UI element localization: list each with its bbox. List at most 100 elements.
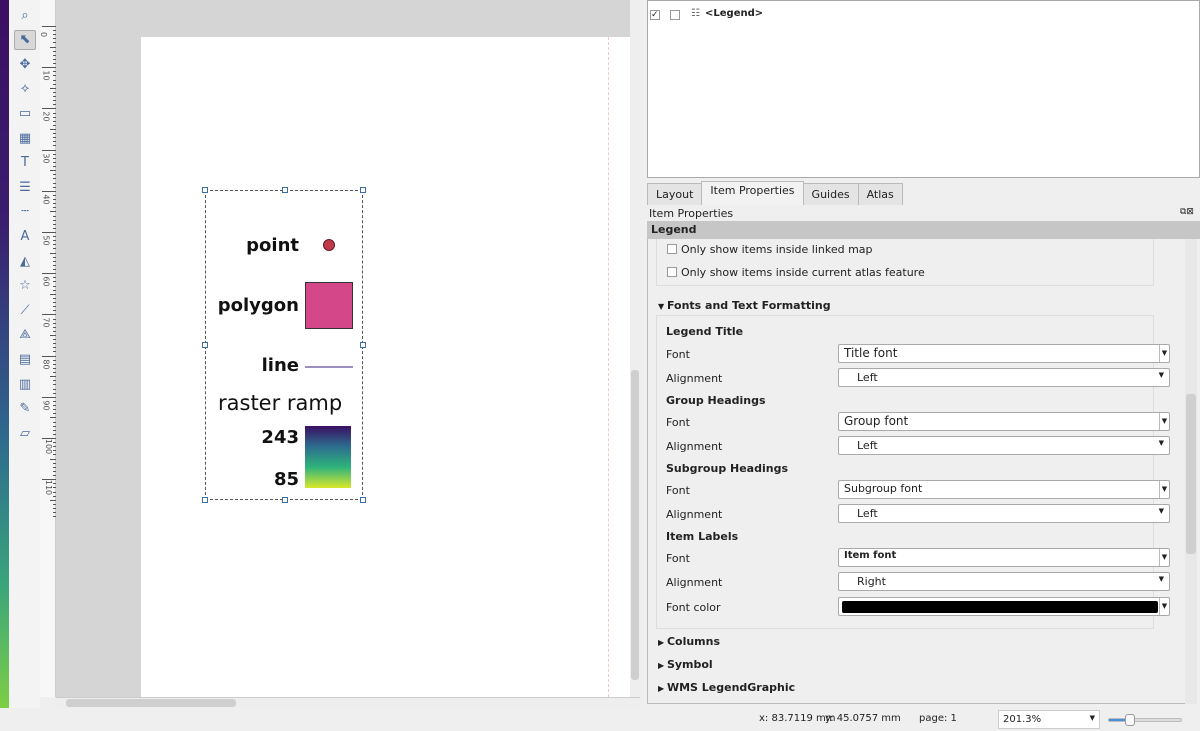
add-fixed-table-icon[interactable]: ✎: [19, 401, 31, 417]
float-close-icon[interactable]: ⧉⊠: [1180, 207, 1194, 217]
canvas-vertical-scrollbar[interactable]: [630, 0, 640, 697]
legend-item[interactable]: point polygon line raster ramp 243 85: [202, 187, 366, 503]
ruler-tick: [53, 310, 56, 312]
move-content-icon[interactable]: ✥: [19, 56, 31, 72]
ruler-tick: [53, 38, 56, 40]
layout-canvas[interactable]: point polygon line raster ramp 243 85: [56, 0, 630, 697]
resize-handle[interactable]: [282, 187, 288, 193]
line-symbol: [305, 366, 353, 368]
ruler-tick: [53, 405, 56, 407]
lock-checkbox[interactable]: [670, 10, 680, 20]
ruler-tick: [53, 124, 56, 126]
ruler-tick: [53, 508, 56, 510]
only-atlas-checkbox[interactable]: [667, 267, 677, 277]
item-alignment-select[interactable]: Right ▼: [838, 572, 1170, 591]
visibility-checkbox[interactable]: ✓: [650, 10, 660, 20]
fonts-section-toggle[interactable]: ▼ Fonts and Text Formatting: [658, 299, 831, 312]
ruler-tick: [53, 380, 56, 382]
tab-layout[interactable]: Layout: [647, 183, 703, 205]
ruler-tick: [53, 63, 56, 65]
ruler-tick: [53, 363, 56, 365]
ruler-tick: [53, 466, 56, 468]
ruler-tick: [53, 256, 56, 258]
columns-section-toggle[interactable]: ▶ Columns: [658, 635, 721, 648]
wms-section-toggle[interactable]: ▶ WMS LegendGraphic: [658, 681, 796, 694]
add-marker-icon[interactable]: ☆: [19, 278, 31, 294]
group-alignment-select[interactable]: Left ▼: [838, 436, 1170, 455]
zoom-slider[interactable]: [1108, 714, 1182, 726]
select-icon[interactable]: ⬉: [14, 29, 36, 50]
ruler-tick: [53, 83, 56, 85]
zoom-combo[interactable]: 201.3% ▼: [998, 710, 1100, 729]
resize-handle[interactable]: [282, 497, 288, 503]
add-arrow-icon[interactable]: ⟋: [20, 302, 30, 318]
ruler-tick: [42, 108, 56, 110]
ruler-tick: [53, 104, 56, 106]
add-shape-icon[interactable]: ◭: [20, 253, 30, 269]
add-map-icon[interactable]: ▭: [18, 105, 32, 121]
ruler-label: 20: [41, 111, 51, 122]
resize-handle[interactable]: [360, 497, 366, 503]
edit-nodes-icon[interactable]: ⟡: [20, 81, 30, 97]
add-label-icon[interactable]: T: [21, 155, 29, 171]
add-3d-map-icon[interactable]: ▱: [20, 425, 30, 441]
ruler-tick: [50, 211, 56, 213]
ruler-tick: [53, 409, 56, 411]
subgroup-headings-heading: Subgroup Headings: [666, 462, 789, 475]
ruler-tick: [53, 116, 56, 118]
tab-item-properties[interactable]: Item Properties: [701, 181, 804, 205]
ruler-tick: [53, 351, 56, 353]
ruler-tick: [50, 376, 56, 378]
ruler-tick: [50, 499, 56, 501]
add-legend-icon[interactable]: ☰: [19, 179, 31, 195]
scroll-thumb[interactable]: [66, 699, 236, 707]
ruler-label: 50: [41, 235, 51, 246]
add-attribute-table-icon[interactable]: ▥: [18, 376, 32, 392]
scroll-thumb[interactable]: [1186, 394, 1196, 554]
ruler-tick: [53, 227, 56, 229]
resize-handle[interactable]: [202, 342, 208, 348]
point-symbol: [323, 239, 335, 251]
only-linked-map-checkbox[interactable]: [667, 244, 677, 254]
ruler-tick: [50, 129, 56, 130]
symbol-section-toggle[interactable]: ▶ Symbol: [658, 658, 713, 671]
group-font-button[interactable]: Group font ▼: [838, 412, 1170, 431]
add-north-arrow-icon[interactable]: A: [20, 228, 30, 244]
ruler-tick: [53, 186, 56, 188]
ruler-tick: [42, 232, 56, 233]
font-label: Font: [666, 416, 690, 429]
tab-atlas[interactable]: Atlas: [857, 183, 903, 205]
canvas-horizontal-scrollbar[interactable]: [56, 697, 640, 708]
item-labels-heading: Item Labels: [666, 530, 739, 543]
add-picture-icon[interactable]: ▦: [18, 130, 32, 146]
zoom-icon[interactable]: ⌕: [21, 7, 29, 23]
ruler-label: 110: [44, 480, 54, 496]
slider-handle[interactable]: [1124, 714, 1135, 726]
resize-handle[interactable]: [360, 187, 366, 193]
properties-scrollbar[interactable]: [1185, 239, 1197, 704]
subgroup-alignment-select[interactable]: Left ▼: [838, 504, 1170, 523]
resize-handle[interactable]: [202, 187, 208, 193]
section-header: Legend: [647, 221, 1200, 239]
ruler-tick: [53, 297, 56, 299]
panel-title: Item Properties: [649, 207, 734, 220]
add-html-icon[interactable]: ▤: [18, 351, 32, 367]
add-node-item-icon[interactable]: ⟁: [19, 327, 31, 343]
resize-handle[interactable]: [360, 342, 366, 348]
add-scalebar-icon[interactable]: ┄: [21, 204, 29, 220]
item-font-button[interactable]: Item font ▼: [838, 548, 1170, 567]
ruler-tick: [53, 91, 56, 93]
font-color-button[interactable]: ▼: [838, 597, 1170, 616]
subgroup-font-button[interactable]: Subgroup font ▼: [838, 480, 1170, 499]
ruler-label: 90: [41, 400, 51, 411]
tab-guides[interactable]: Guides: [802, 183, 859, 205]
title-alignment-select[interactable]: Left ▼: [838, 368, 1170, 387]
cursor-y-readout: y: 45.0757 mm: [825, 713, 901, 724]
resize-handle[interactable]: [202, 497, 208, 503]
scroll-thumb[interactable]: [631, 370, 639, 680]
item-name[interactable]: <Legend>: [705, 8, 764, 19]
ruler-tick: [53, 367, 56, 369]
ruler-tick: [53, 512, 56, 514]
ruler-tick: [53, 347, 56, 349]
title-font-button[interactable]: Title font ▼: [838, 344, 1170, 363]
